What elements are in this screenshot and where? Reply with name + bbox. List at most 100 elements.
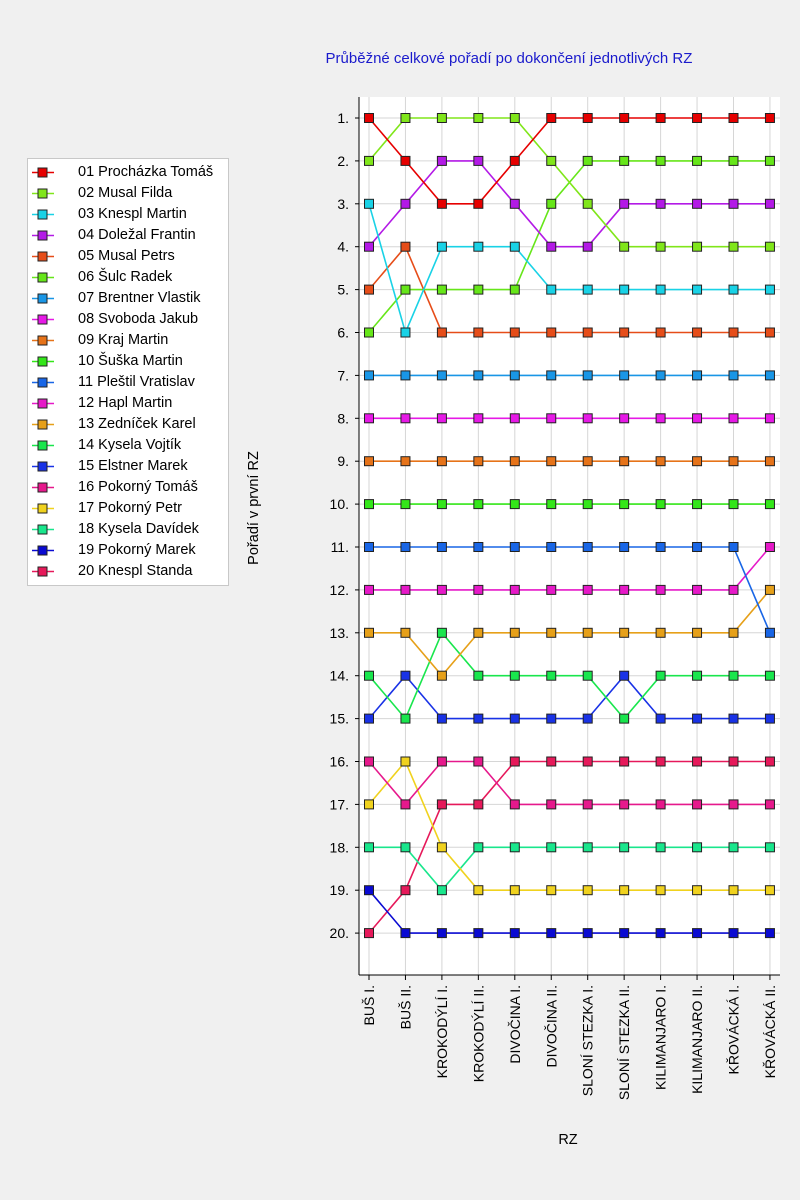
data-point [764, 413, 775, 424]
data-point [582, 542, 593, 552]
data-point [764, 842, 775, 853]
series-20 [364, 756, 775, 939]
data-point [436, 413, 447, 424]
legend-swatch [32, 356, 54, 367]
data-point [619, 584, 630, 595]
legend-label: 08 Svoboda Jakub [78, 311, 199, 327]
data-point [473, 370, 484, 381]
y-tick-label: 1. [337, 110, 349, 126]
data-point [655, 799, 666, 810]
data-point [582, 198, 593, 209]
data-point [400, 928, 411, 939]
legend-item: 16 Pokorný Tomáš [32, 477, 228, 498]
data-point [728, 542, 739, 552]
data-point [509, 928, 520, 939]
data-point [546, 198, 557, 209]
data-point [619, 670, 630, 681]
legend-item: 03 Knespl Martin [32, 204, 228, 225]
y-tick-label: 3. [337, 196, 349, 212]
data-point [400, 456, 411, 467]
data-point [546, 670, 557, 681]
data-point [655, 456, 666, 467]
series-19 [364, 885, 775, 939]
legend-swatch [32, 461, 54, 472]
y-tick-label: 16. [330, 754, 349, 770]
data-point [400, 885, 411, 896]
data-point [509, 713, 520, 724]
x-tick-label: BUŠ II. [397, 985, 413, 1029]
legend-item: 07 Brentner Vlastik [32, 288, 228, 309]
data-point [582, 155, 593, 166]
data-point [764, 542, 775, 552]
series-07 [364, 370, 775, 381]
data-point [509, 670, 520, 681]
data-point [582, 327, 593, 338]
data-point [509, 413, 520, 424]
legend-label: 11 Pleštil Vratislav [78, 374, 195, 390]
data-point [436, 713, 447, 724]
data-point [546, 499, 557, 510]
data-point [692, 241, 703, 252]
series-line [369, 589, 771, 677]
data-point [764, 155, 775, 166]
data-point [619, 756, 630, 767]
data-point [582, 756, 593, 767]
legend-label: 19 Pokorný Marek [78, 542, 196, 558]
legend-item: 11 Pleštil Vratislav [32, 372, 228, 393]
data-point [692, 885, 703, 896]
data-point [546, 456, 557, 467]
data-point [692, 842, 703, 853]
data-point [655, 885, 666, 896]
y-tick-label: 8. [337, 410, 349, 426]
legend-label: 13 Zedníček Karel [78, 416, 196, 432]
x-tick-label: KŘOVÁCKÁ I. [726, 985, 742, 1074]
data-point [509, 499, 520, 510]
data-point [364, 499, 374, 510]
data-point [582, 670, 593, 681]
data-point [582, 885, 593, 896]
data-point [546, 370, 557, 381]
data-point [546, 542, 557, 552]
data-point [364, 413, 374, 424]
legend-label: 09 Kraj Martin [78, 332, 169, 348]
series-11 [364, 542, 775, 638]
data-point [692, 670, 703, 681]
data-point [546, 584, 557, 595]
series-line [368, 759, 770, 892]
legend-item: 06 Šulc Radek [32, 267, 228, 288]
legend: 01 Procházka Tomáš 02 Musal Filda 03 Knesp… [27, 158, 229, 586]
data-point [655, 713, 666, 724]
data-point [364, 799, 374, 810]
data-point [364, 584, 374, 595]
data-point [728, 756, 739, 767]
series-18 [364, 842, 775, 896]
legend-swatch [32, 503, 54, 514]
data-point [582, 928, 593, 939]
data-point [692, 627, 703, 638]
data-point [364, 370, 374, 381]
series-line [368, 117, 770, 205]
data-point [764, 370, 775, 381]
data-point [582, 499, 593, 510]
y-tick-label: 17. [330, 796, 349, 812]
legend-item: 05 Musal Petrs [32, 246, 228, 267]
legend-swatch [32, 251, 54, 262]
data-point [473, 499, 484, 510]
axes: BUŠ I. BUŠ II. KROKODÝLÍ I. KROKODÝLÍ II. DI… [330, 97, 780, 1100]
data-point [436, 670, 447, 681]
data-point [436, 499, 447, 510]
data-point [509, 627, 520, 638]
legend-swatch [32, 524, 54, 535]
data-point [509, 241, 520, 252]
data-point [764, 113, 775, 123]
series-layer [364, 113, 775, 939]
series-03 [364, 198, 775, 338]
data-point [728, 241, 739, 252]
data-point [619, 241, 630, 252]
data-point [692, 327, 703, 338]
data-point [509, 155, 520, 166]
data-point [655, 756, 666, 767]
data-point [364, 542, 374, 552]
data-point [509, 542, 520, 552]
